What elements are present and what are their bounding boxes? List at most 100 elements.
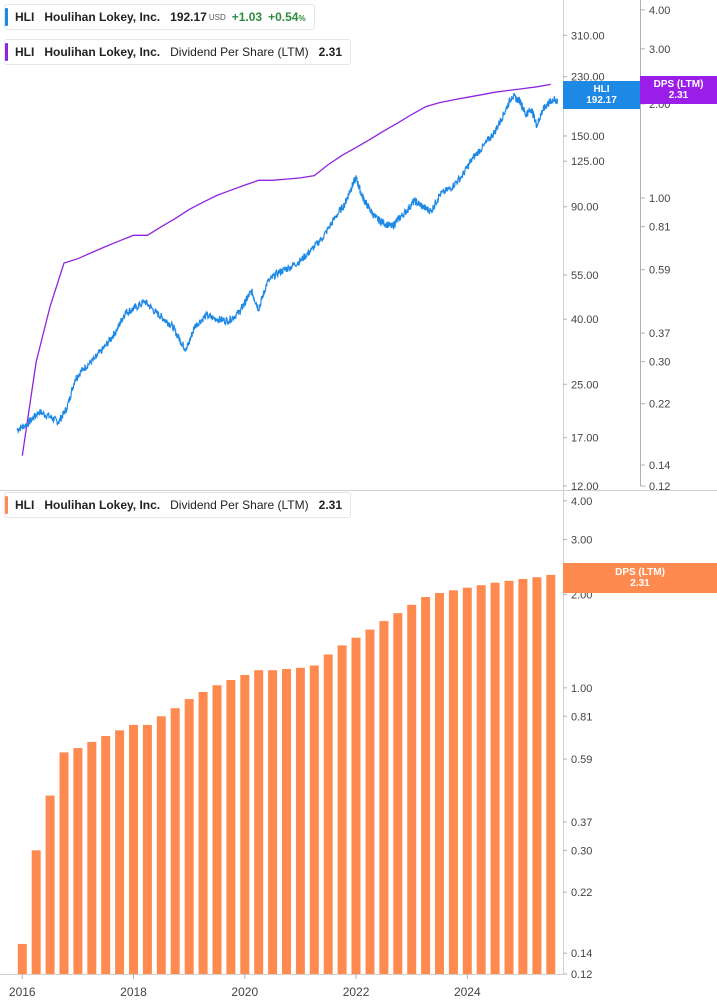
price-axis-label: 90.00 — [571, 202, 599, 214]
price-legend-symbol: HLI — [15, 10, 35, 24]
dps-bar — [101, 736, 111, 974]
dps-bar — [254, 670, 264, 974]
dps-bottom-legend-symbol: HLI — [15, 498, 35, 512]
dps-bottom-legend-color — [5, 496, 8, 514]
price-legend-pct-sign: % — [298, 14, 306, 23]
price-axis-label: 25.00 — [571, 379, 599, 391]
price-legend-change: +1.03 — [231, 10, 263, 24]
dps-top-legend-symbol: HLI — [15, 45, 35, 59]
dps-top-axis-label: 0.59 — [649, 265, 670, 277]
dps-bar — [170, 708, 180, 974]
dps-bottom-last-value-tag: DPS (LTM) 2.31 — [563, 563, 717, 593]
dps-top-axis-label: 0.37 — [649, 328, 670, 340]
dps-bar — [198, 692, 208, 974]
dps-bottom-axis-label: 4.00 — [571, 496, 592, 508]
dps-bottom-axis-label: 3.00 — [571, 535, 592, 547]
price-axis-label: 55.00 — [571, 270, 599, 282]
dps-bar — [476, 585, 486, 974]
dps-bottom-axis-label: 0.14 — [571, 948, 592, 960]
dps-bottom-axis-label: 0.81 — [571, 711, 592, 723]
price-legend-currency: USD — [208, 12, 226, 22]
dps-bar — [379, 621, 389, 974]
dps-bars-group — [17, 574, 556, 974]
dps-bar — [337, 645, 347, 974]
dps-bar — [518, 579, 528, 974]
dps-bottom-legend-value: 2.31 — [318, 498, 342, 512]
dps-bottom-axis-label: 0.37 — [571, 817, 592, 829]
dps-bar — [282, 669, 291, 974]
dps-bottom-axis-label: 1.00 — [571, 683, 592, 695]
dps-bar — [295, 667, 305, 974]
dps-bar — [268, 670, 278, 974]
dps-bottom-axis-label: 0.59 — [571, 754, 592, 766]
dps-bar — [212, 685, 222, 974]
price-legend-change-pct: +0.54% — [268, 10, 306, 24]
dps-top-legend-name: Houlihan Lokey, Inc. — [44, 45, 161, 59]
price-axis-label: 125.00 — [571, 156, 605, 168]
dps-bar — [115, 730, 125, 974]
price-last-value-tag: HLI 192.17 — [563, 81, 640, 109]
dps-bar — [407, 604, 417, 974]
dps-top-axis-label: 0.22 — [649, 399, 670, 411]
dps-bar — [45, 795, 55, 974]
dps-bottom-tag-label: DPS (LTM) — [615, 567, 665, 578]
dps-bar — [532, 577, 542, 974]
price-legend-color — [5, 8, 8, 26]
price-tag-symbol: HLI — [593, 84, 610, 95]
dps-bar — [226, 680, 236, 974]
dps-top-axis-label: 4.00 — [649, 5, 670, 17]
dps-bar — [365, 629, 375, 974]
dps-bottom-axis-label: 0.30 — [571, 845, 592, 857]
price-axis-label: 230.00 — [571, 72, 605, 84]
dps-bar — [421, 597, 431, 974]
dps-top-axis-label: 0.81 — [649, 222, 670, 234]
dps-bar — [504, 580, 514, 974]
dps-bar — [351, 637, 361, 974]
dps-bottom-legend-metric: Dividend Per Share (LTM) — [170, 498, 309, 512]
dps-bar — [156, 716, 166, 974]
dps-bar — [435, 593, 444, 974]
dps-top-axis-label: 0.14 — [649, 460, 670, 472]
dps-top-axis-label: 3.00 — [649, 44, 670, 56]
price-axis-label: 150.00 — [571, 131, 605, 143]
dps-top-legend-value: 2.31 — [318, 45, 342, 59]
price-axis-label: 17.00 — [571, 433, 599, 445]
dps-bar — [87, 741, 97, 974]
dps-bar — [240, 675, 250, 974]
price-axis-label: 12.00 — [571, 481, 599, 493]
dps-top-legend-color — [5, 43, 8, 61]
dps-bottom-legend[interactable]: HLI Houlihan Lokey, Inc. Dividend Per Sh… — [4, 492, 351, 518]
dps-line-series — [21, 83, 551, 456]
dps-bar — [462, 587, 472, 974]
dps-bar — [309, 665, 319, 974]
dps-top-axis-label: 0.12 — [649, 481, 670, 493]
dps-bar — [393, 613, 403, 974]
dps-bottom-axis-label: 0.22 — [571, 887, 592, 899]
dps-bar — [546, 574, 556, 974]
dps-top-tag-label: DPS (LTM) — [653, 79, 704, 90]
dps-top-last-value-tag: DPS (LTM) 2.31 — [640, 76, 717, 104]
dps-bar — [448, 590, 458, 974]
dps-top-tag-value: 2.31 — [668, 90, 689, 101]
price-legend[interactable]: HLI Houlihan Lokey, Inc. 192.17 USD +1.0… — [4, 4, 315, 30]
dps-bottom-tag-value: 2.31 — [630, 578, 650, 589]
dps-bar — [323, 654, 333, 974]
dps-top-legend-metric: Dividend Per Share (LTM) — [170, 45, 309, 59]
x-axis-label: 2020 — [231, 985, 258, 999]
price-axis-label: 310.00 — [571, 30, 605, 42]
dps-bar — [17, 943, 27, 974]
dps-bottom-axis-label: 0.12 — [571, 969, 592, 981]
dps-bar — [31, 850, 41, 974]
dps-bar — [184, 699, 194, 974]
price-legend-name: Houlihan Lokey, Inc. — [44, 10, 161, 24]
dps-top-legend[interactable]: HLI Houlihan Lokey, Inc. Dividend Per Sh… — [4, 39, 351, 65]
x-axis-label: 2018 — [120, 985, 147, 999]
dps-top-axis-label: 1.00 — [649, 193, 670, 205]
x-axis-label: 2022 — [343, 985, 370, 999]
dps-top-axis-label: 0.30 — [649, 357, 670, 369]
price-legend-price: 192.17 — [170, 10, 207, 24]
x-axis-label: 2016 — [9, 985, 36, 999]
price-line-series — [16, 93, 558, 435]
dps-bar — [490, 582, 500, 974]
